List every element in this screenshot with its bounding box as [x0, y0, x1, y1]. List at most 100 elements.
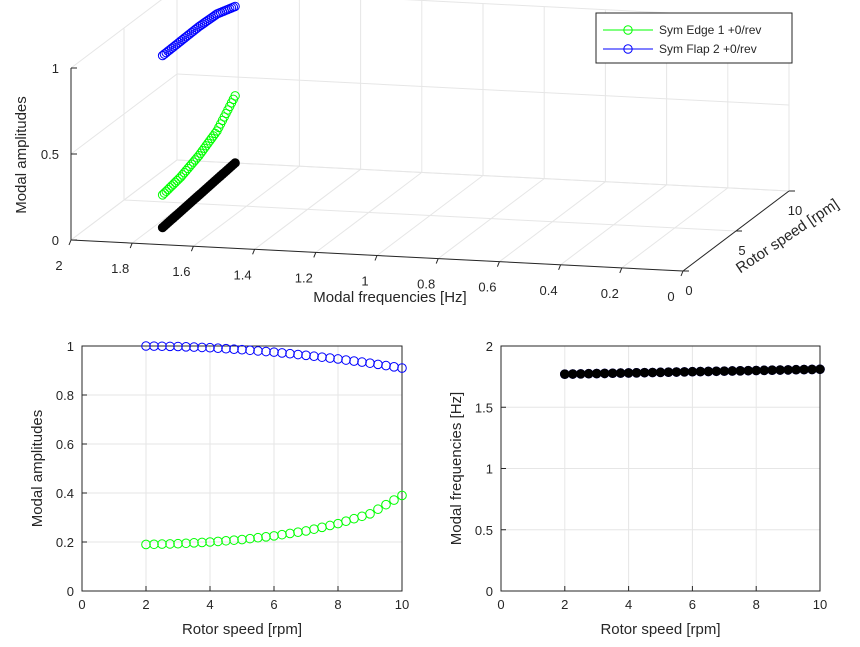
data-point: [213, 343, 223, 354]
legend-label: Sym Flap 2 +0/rev: [659, 42, 757, 56]
data-point: [815, 364, 825, 375]
data-point: [269, 347, 279, 357]
z-axis-label: Modal amplitudes: [13, 96, 30, 214]
data-point: [261, 531, 271, 542]
data-point: [333, 354, 343, 364]
data-point: [181, 341, 191, 352]
y-tick-label: 5: [738, 243, 745, 258]
data-point: [639, 367, 650, 378]
data-point: [365, 509, 375, 519]
data-point: [560, 369, 570, 379]
data-point: [671, 367, 682, 377]
x-tick-label: 6: [689, 597, 696, 612]
data-point: [168, 179, 179, 189]
data-point: [301, 350, 311, 361]
x-axis-label: Rotor speed [rpm]: [600, 621, 720, 638]
x-tick-label: 6: [270, 597, 277, 612]
data-point: [170, 177, 180, 188]
z-tick-label: 1: [52, 61, 59, 76]
data-point: [615, 368, 626, 378]
data-point: [743, 365, 754, 376]
legend-label: Sym Edge 1 +0/rev: [659, 23, 761, 37]
data-point: [373, 504, 383, 515]
data-point: [397, 490, 407, 501]
data-point: [195, 148, 206, 158]
x-tick-label: 0: [78, 597, 85, 612]
y-tick-label: 1.5: [475, 400, 493, 415]
data-point: [197, 537, 207, 548]
data-point: [583, 368, 594, 379]
x-tick-label: 2: [142, 597, 149, 612]
x-tick: [374, 255, 378, 261]
x-tick-label: 0.8: [417, 277, 435, 292]
x-tick: [252, 249, 256, 255]
data-point: [623, 368, 634, 378]
data-point: [172, 175, 182, 186]
data-point: [791, 364, 801, 375]
data-point: [208, 131, 219, 141]
data-point: [599, 368, 610, 379]
data-point: [309, 351, 319, 362]
data-point: [381, 499, 391, 510]
x-tick-label: 1.4: [234, 267, 252, 282]
data-point: [157, 539, 167, 549]
y-tick-label: 0.2: [56, 535, 74, 550]
legend-box: [595, 12, 793, 64]
y-tick-label: 0.4: [56, 486, 74, 501]
y-tick-label: 10: [788, 203, 802, 218]
data-point: [631, 367, 642, 378]
data-point: [213, 536, 223, 547]
x-tick: [313, 252, 317, 258]
legend: Sym Edge 1 +0/rev Sym Flap 2 +0/rev: [595, 12, 793, 64]
y-tick-label: 0.8: [56, 388, 74, 403]
grid-line: [70, 73, 178, 155]
x-tick: [435, 258, 439, 264]
data-point: [221, 535, 231, 546]
data-point: [663, 367, 674, 377]
data-point: [799, 364, 809, 375]
x-tick: [68, 239, 72, 246]
x-tick-label: 0.6: [478, 280, 496, 295]
y-tick-label: 0.5: [475, 523, 493, 538]
data-point: [205, 537, 215, 547]
data-point: [189, 538, 199, 548]
x-tick-label: 1.8: [111, 261, 129, 276]
data-point: [759, 365, 769, 376]
z-tick-label: 0: [52, 233, 59, 248]
data-point: [245, 345, 255, 356]
x-tick-label: 0: [497, 597, 504, 612]
data-point: [194, 150, 204, 161]
x-tick-label: 1.6: [172, 264, 190, 279]
x-tick-label: 1: [361, 274, 368, 289]
data-point: [141, 341, 151, 351]
grid-line: [123, 199, 737, 232]
x-tick-label: 4: [206, 597, 213, 612]
data-point: [607, 368, 618, 379]
data-point: [173, 538, 183, 549]
data-point: [141, 539, 151, 550]
data-point: [159, 188, 170, 198]
data-point: [199, 143, 210, 153]
data-point: [807, 364, 817, 375]
data-point: [397, 363, 407, 373]
data-point: [201, 141, 211, 151]
data-point: [165, 539, 175, 549]
data-point: [245, 533, 255, 544]
data-point: [751, 365, 762, 376]
data-point: [703, 366, 714, 377]
data-point: [325, 353, 335, 363]
data-point: [149, 341, 159, 351]
data-point: [149, 539, 159, 550]
legend-marker: [623, 44, 633, 54]
data-point: [203, 138, 213, 149]
y-tick-label: 0.6: [56, 437, 74, 452]
y-tick-label: 2: [486, 339, 493, 354]
data-point: [205, 342, 215, 353]
data-point: [293, 349, 303, 360]
plot-area: [82, 346, 402, 591]
data-point: [206, 133, 217, 144]
data-point: [711, 366, 722, 377]
z-tick-label: 0.5: [41, 147, 59, 162]
data-point: [230, 1, 240, 12]
x-axis-label: Rotor speed [rpm]: [182, 621, 302, 638]
